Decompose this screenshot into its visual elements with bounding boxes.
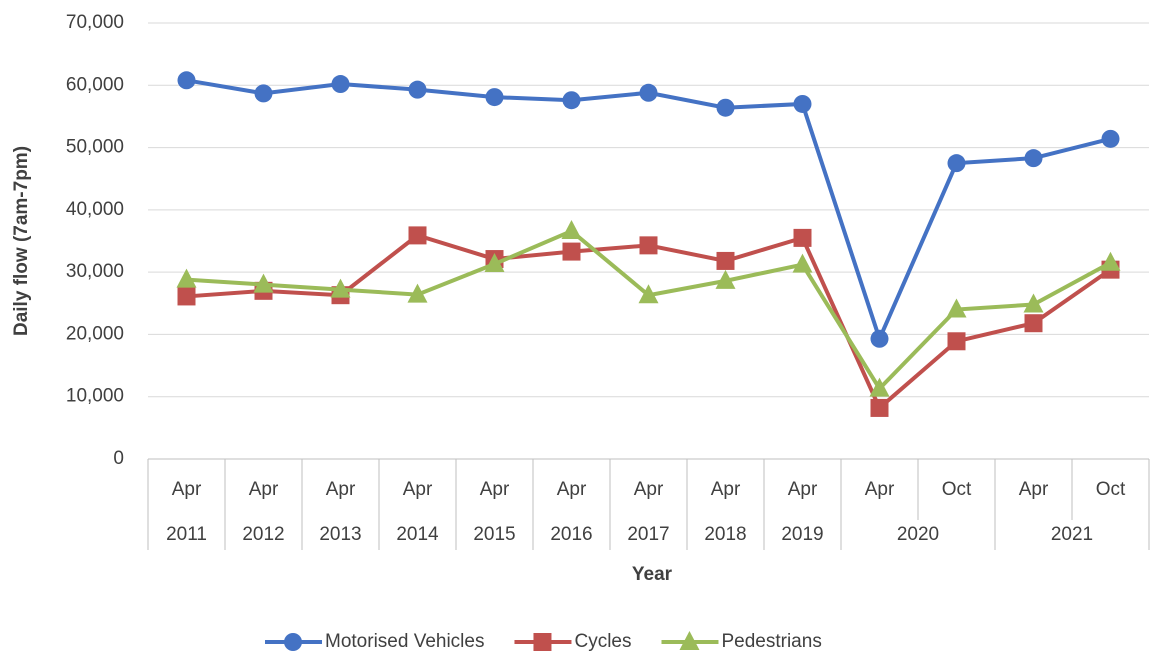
- data-point: [1023, 293, 1044, 313]
- legend-marker: [679, 631, 700, 650]
- data-point: [716, 98, 735, 117]
- data-point: [946, 298, 967, 318]
- x-tick-label: Apr: [326, 479, 356, 500]
- data-point: [484, 253, 505, 273]
- x-group-label: 2016: [550, 524, 592, 545]
- data-point: [408, 226, 427, 245]
- data-point: [331, 75, 350, 94]
- y-tick-label: 50,000: [66, 137, 124, 158]
- data-point: [1024, 149, 1043, 168]
- data-point: [715, 269, 736, 289]
- series-line: [186, 233, 1112, 412]
- x-tick-label: Apr: [172, 479, 202, 500]
- data-point: [1024, 314, 1043, 333]
- x-tick-label: Apr: [865, 479, 895, 500]
- legend-label: Pedestrians: [721, 631, 821, 652]
- x-group-label: 2014: [396, 524, 439, 545]
- x-tick-label: Apr: [788, 479, 818, 500]
- x-group-label: 2015: [473, 524, 515, 545]
- legend-marker: [533, 633, 552, 651]
- data-point: [793, 94, 812, 113]
- y-tick-label: 40,000: [66, 199, 124, 220]
- data-point: [330, 278, 351, 298]
- data-point: [947, 154, 966, 173]
- data-point: [947, 332, 966, 351]
- data-point: [1101, 129, 1120, 148]
- data-point: [792, 253, 813, 273]
- data-point: [638, 284, 659, 304]
- data-point: [253, 273, 274, 293]
- x-group-label: 2021: [1051, 524, 1093, 545]
- x-group-label: 2020: [897, 524, 939, 545]
- x-tick-label: Oct: [942, 479, 972, 500]
- data-point: [485, 88, 504, 107]
- data-point: [793, 228, 812, 247]
- data-point: [870, 329, 889, 348]
- data-point: [562, 242, 581, 261]
- x-axis-title: Year: [632, 564, 673, 585]
- data-point: [562, 91, 581, 110]
- data-point: [177, 71, 196, 90]
- data-point: [639, 83, 658, 102]
- data-point: [254, 84, 273, 103]
- y-tick-label: 0: [113, 448, 124, 469]
- x-group-label: 2019: [781, 524, 823, 545]
- data-point: [407, 283, 428, 303]
- y-tick-label: 70,000: [66, 12, 124, 33]
- y-axis-title: Daily flow (7am-7pm): [11, 146, 32, 336]
- y-tick-label: 10,000: [66, 386, 124, 407]
- series-line: [186, 228, 1112, 392]
- x-tick-label: Apr: [557, 479, 587, 500]
- x-group-label: 2013: [319, 524, 361, 545]
- data-point: [177, 287, 196, 306]
- x-tick-label: Apr: [480, 479, 510, 500]
- data-point: [176, 268, 197, 288]
- data-point: [639, 236, 658, 255]
- y-tick-label: 20,000: [66, 323, 124, 344]
- x-tick-label: Apr: [403, 479, 433, 500]
- legend-label: Cycles: [574, 631, 631, 652]
- data-point: [561, 220, 582, 240]
- y-tick-label: 30,000: [66, 261, 124, 282]
- x-group-label: 2018: [704, 524, 746, 545]
- x-tick-label: Oct: [1096, 479, 1126, 500]
- y-tick-label: 60,000: [66, 74, 124, 95]
- x-group-label: 2012: [242, 524, 284, 545]
- data-point: [869, 377, 890, 397]
- legend-label: Motorised Vehicles: [325, 631, 484, 652]
- data-point: [408, 80, 427, 99]
- x-tick-label: Apr: [1019, 479, 1049, 500]
- x-tick-label: Apr: [711, 479, 741, 500]
- x-group-label: 2017: [627, 524, 669, 545]
- x-group-label: 2011: [166, 524, 207, 545]
- data-point: [1100, 251, 1121, 271]
- data-point: [870, 398, 889, 417]
- legend-marker: [284, 633, 302, 651]
- x-tick-label: Apr: [249, 479, 279, 500]
- x-tick-label: Apr: [634, 479, 664, 500]
- data-point: [716, 251, 735, 270]
